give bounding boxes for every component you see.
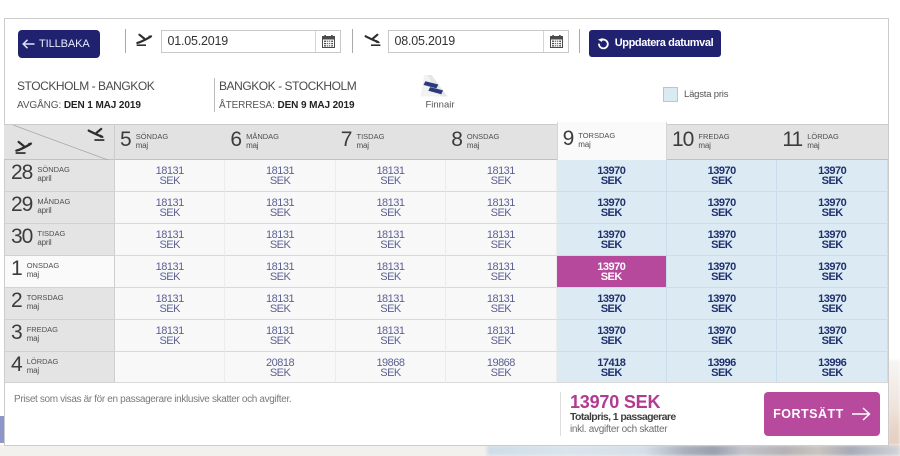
svg-text:Finnair: Finnair: [425, 100, 454, 111]
